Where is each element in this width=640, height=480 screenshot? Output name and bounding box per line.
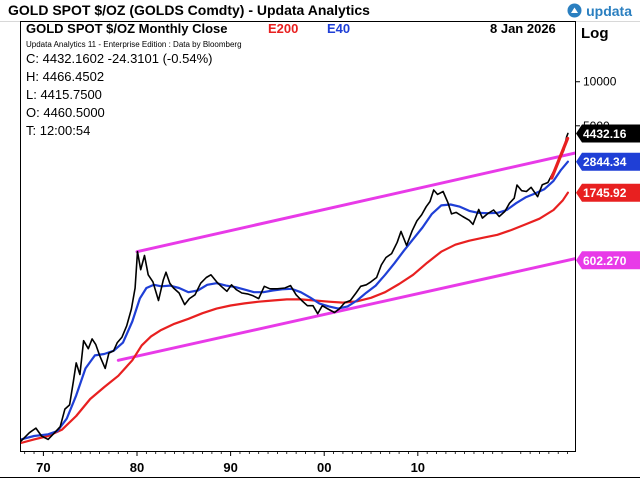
price-tag-bg <box>576 152 640 171</box>
chart-subtitle: Updata Analytics 11 - Enterprise Edition… <box>26 40 242 49</box>
price-tags: 4432.16 2844.34 1745.92 602.270 <box>576 124 640 270</box>
y-axis[interactable]: 100005000 <box>576 75 617 133</box>
price-tag-bg <box>576 183 640 202</box>
price-tag-label: 602.270 <box>583 254 627 268</box>
x-tick-label: 00 <box>317 460 331 475</box>
e40-legend: E40 <box>327 21 350 36</box>
price-tag-label: 1745.92 <box>583 186 627 200</box>
price-tag: 1745.92 <box>576 183 640 202</box>
e200-legend: E200 <box>268 21 298 36</box>
series-layer <box>20 132 576 445</box>
price-tag: 602.270 <box>576 251 640 270</box>
ohlc-close: C: 4432.1602 -24.3101 (-0.54%) <box>26 51 212 66</box>
price-tag-bg <box>576 124 640 143</box>
plot-frame <box>20 21 576 452</box>
window-title: GOLD SPOT $/OZ (GOLDS Comdty) - Updata A… <box>8 2 370 18</box>
title-bar: GOLD SPOT $/OZ (GOLDS Comdty) - Updata A… <box>0 0 640 22</box>
ohlc-open: O: 4460.5000 <box>26 105 105 120</box>
x-tick-label: 80 <box>130 460 144 475</box>
series-channel-lower <box>116 257 576 362</box>
series-gold-spot-oz <box>20 132 569 442</box>
series-channel-upper <box>135 151 576 254</box>
x-tick-label: 90 <box>223 460 237 475</box>
price-tag: 4432.16 <box>576 124 640 143</box>
x-tick-label: 70 <box>36 460 50 475</box>
price-chart[interactable]: GOLD SPOT $/OZ Monthly Close E200 E40 8 … <box>0 21 640 480</box>
series-trend-arrow <box>550 136 570 180</box>
ohlc-time: T: 12:00:54 <box>26 123 90 138</box>
price-tag-label: 2844.34 <box>583 155 627 169</box>
ohlc-low: L: 4415.7500 <box>26 87 102 102</box>
chart-name: GOLD SPOT $/OZ Monthly Close <box>26 21 228 36</box>
series-e200 <box>20 191 569 445</box>
chart-date: 8 Jan 2026 <box>490 21 556 36</box>
price-tag-bg <box>576 251 640 270</box>
updata-logo-icon <box>567 3 582 18</box>
x-axis[interactable]: 70 80 90 00 10 <box>20 451 576 475</box>
x-tick-label: 10 <box>411 460 425 475</box>
updata-logo: updata <box>567 1 632 20</box>
price-tag: 2844.34 <box>576 152 640 171</box>
scale-label[interactable]: Log <box>581 25 609 42</box>
ohlc-high: H: 4466.4502 <box>26 69 104 84</box>
logo-text: updata <box>586 2 632 19</box>
y-tick-label: 10000 <box>583 75 617 89</box>
price-tag-label: 4432.16 <box>583 127 627 141</box>
